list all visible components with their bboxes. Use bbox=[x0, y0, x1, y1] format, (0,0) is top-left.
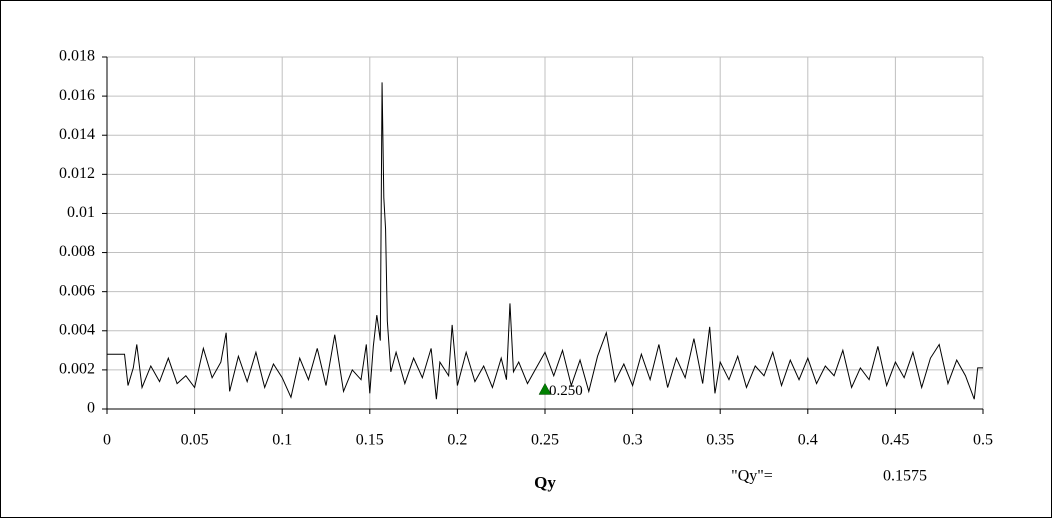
x-tick-label: 0.3 bbox=[623, 432, 643, 449]
x-tick-label: 0.15 bbox=[356, 432, 384, 449]
grid bbox=[102, 56, 984, 414]
readout-label: "Qy"= bbox=[731, 468, 773, 485]
x-tick-label: 0.5 bbox=[973, 432, 993, 449]
x-tick-label: 0.05 bbox=[181, 432, 209, 449]
x-tick-label: 0.2 bbox=[447, 432, 467, 449]
x-tick-label: 0.1 bbox=[272, 432, 292, 449]
data-line bbox=[107, 82, 983, 400]
y-tick-label: 0.016 bbox=[59, 87, 95, 104]
x-tick-label: 0.45 bbox=[881, 432, 909, 449]
y-tick-label: 0 bbox=[87, 400, 95, 417]
y-tick-label: 0.004 bbox=[59, 321, 95, 338]
plot: 0.250 bbox=[107, 82, 983, 400]
x-tick-label: 0.35 bbox=[706, 432, 734, 449]
x-axis-label: Qy bbox=[534, 473, 556, 492]
y-tick-label: 0.008 bbox=[59, 243, 95, 260]
y-tick-label: 0.018 bbox=[59, 48, 95, 65]
y-tick-label: 0.012 bbox=[59, 165, 95, 182]
y-tick-label: 0.014 bbox=[59, 126, 95, 143]
marker bbox=[538, 382, 552, 395]
x-tick-label: 0 bbox=[103, 432, 111, 449]
y-tick-label: 0.006 bbox=[59, 282, 95, 299]
x-tick-label: 0.4 bbox=[798, 432, 818, 449]
x-tick-label: 0.25 bbox=[531, 432, 559, 449]
y-tick-label: 0.01 bbox=[67, 204, 95, 221]
marker-label: 0.250 bbox=[549, 383, 583, 399]
readout-value: 0.1575 bbox=[883, 468, 927, 485]
y-tick-label: 0.002 bbox=[59, 361, 95, 378]
